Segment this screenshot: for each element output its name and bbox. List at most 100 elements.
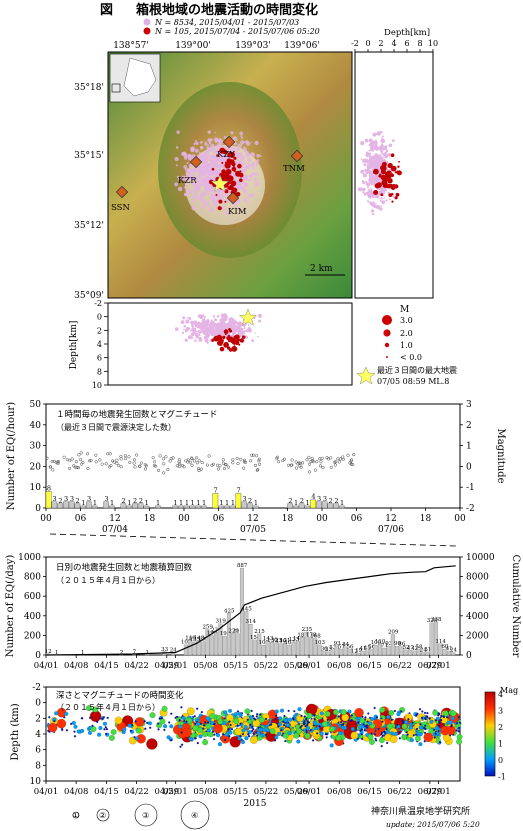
footer-update: update; 2015/07/06 5:20 (386, 820, 480, 829)
magnitude-point (192, 459, 196, 463)
magnitude-point (346, 453, 350, 457)
daily-bar-label: 215 (254, 629, 265, 635)
ns-dot (368, 176, 372, 179)
depth-event (234, 727, 243, 736)
daily-bar-label: 143 (293, 636, 304, 642)
daily-bar (334, 645, 339, 656)
ns-dot (382, 187, 387, 192)
hourly-bar-label: 1 (173, 499, 177, 507)
colorbar-tick: 2 (498, 723, 503, 732)
depth-section-ew: -2 0 2 4 6 8 10 Depth[km] (69, 299, 353, 390)
epicenter-dot (226, 212, 229, 216)
epicenter-dot (243, 182, 249, 188)
ns-dot (363, 158, 369, 163)
hourly-y2tick: 1 (466, 442, 472, 452)
ns-dot (389, 157, 391, 159)
ew-dot (244, 335, 248, 339)
epicenter-dot (256, 154, 261, 158)
daily-xtick: 06/01 (297, 661, 322, 671)
depth-event (181, 716, 186, 721)
hourly-bar (155, 505, 161, 509)
ns-dot (367, 183, 371, 187)
epicenter-dot (206, 146, 209, 149)
legend2-marker (143, 27, 151, 35)
ns-dot (375, 147, 379, 151)
daily-xtick: 04/15 (94, 661, 119, 671)
magnitude-point (49, 465, 53, 469)
hourly-bar-label: 2 (122, 497, 126, 505)
depth-event (293, 710, 296, 713)
ns-dot (373, 177, 377, 181)
depth-event (213, 733, 216, 736)
depth-event (243, 725, 248, 730)
ew-dot (216, 315, 220, 318)
depth-event (178, 724, 183, 729)
magnitude-point (133, 465, 137, 469)
daily-bar-label: 133 (289, 637, 300, 643)
depth-event (396, 712, 401, 717)
ns-dot (388, 198, 391, 201)
depth-event (80, 717, 84, 720)
magnitude-point (108, 452, 112, 456)
depth-event (374, 737, 377, 740)
epicenter-dot (255, 164, 258, 167)
epicenter-dot (174, 156, 179, 162)
depth-event (438, 724, 441, 727)
ew-dot (193, 320, 198, 325)
magnitude-point (333, 463, 337, 467)
daily-y2tick: 10000 (466, 553, 495, 563)
hourly-bar-label: 1 (306, 499, 310, 507)
ns-dot (367, 190, 369, 192)
ns-recent-dot (380, 174, 386, 181)
daily-bar-label: 116 (276, 639, 287, 645)
epicenter-dot (174, 182, 179, 187)
magnitude-point (164, 455, 168, 459)
depth-event (381, 720, 384, 723)
epicenter-dot (194, 140, 197, 142)
ew-dot (190, 332, 195, 337)
ns-recent-dot (373, 190, 379, 195)
hourly-y2tick: -1 (466, 483, 475, 493)
hourly-xtick: 12 (109, 514, 120, 524)
epicenter-dot (249, 159, 252, 162)
daily-bar (265, 640, 270, 656)
epicenter-dot (218, 139, 224, 145)
magnitude-point (177, 458, 181, 462)
depth-event (438, 740, 442, 744)
depth-event (251, 714, 255, 718)
magnitude-point (70, 457, 74, 461)
hourly-bar-label: 3 (104, 495, 108, 503)
ns-recent-dot (380, 193, 384, 197)
ns-dot (381, 153, 383, 155)
depth-event (258, 717, 265, 723)
hourly-bar (74, 503, 81, 509)
ew-recent-dot (228, 348, 233, 352)
hourly-bar-label: 1 (225, 499, 229, 507)
ew-dot (257, 313, 262, 318)
epicenter-dot (230, 131, 234, 135)
daily-bar-label: 53 (329, 645, 336, 651)
epicenter-dot (209, 165, 212, 168)
depth-event (425, 715, 428, 718)
ew-recent-dot (236, 338, 240, 342)
depth-event (360, 728, 363, 731)
hourly-bar (103, 501, 109, 509)
depth-event (458, 726, 461, 730)
magnitude-point (235, 456, 239, 460)
depth-event (198, 734, 203, 739)
epicenter-map: 2 km (107, 51, 353, 299)
magnitude-point (310, 456, 314, 460)
ns-dot (378, 154, 382, 158)
daily-bar-label: 56 (347, 645, 354, 651)
ew-dot (248, 330, 251, 333)
magnitude-point (199, 467, 204, 471)
depth-event (421, 716, 424, 720)
depth-event (202, 739, 209, 746)
ew-dot (247, 324, 250, 326)
ew-dot (239, 333, 243, 338)
epicenter-dot (245, 151, 249, 156)
depth-xtick: 07/01 (426, 787, 451, 797)
epicenter-dot (176, 130, 180, 134)
ew-recent-dot (212, 338, 214, 340)
hourly-bar (321, 501, 328, 509)
